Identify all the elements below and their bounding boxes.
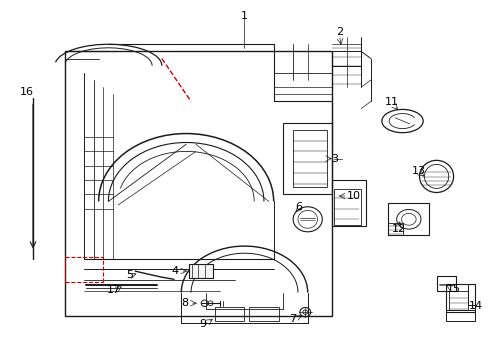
Text: 17: 17 (107, 285, 121, 295)
Text: 15: 15 (446, 284, 460, 294)
Bar (283, 123, 331, 194)
Text: 5: 5 (126, 270, 133, 280)
Text: 14: 14 (468, 301, 482, 311)
Bar (448, 291, 467, 310)
Bar (334, 189, 361, 225)
Text: 10: 10 (346, 191, 360, 201)
Bar (64, 51, 331, 316)
Text: 4: 4 (172, 266, 179, 276)
Text: 6: 6 (295, 202, 302, 212)
Bar (387, 223, 402, 235)
Bar (188, 264, 212, 278)
Bar (292, 130, 326, 187)
Bar (249, 307, 278, 321)
Text: 8: 8 (181, 298, 188, 308)
Text: 12: 12 (391, 224, 405, 234)
Text: 1: 1 (241, 12, 247, 21)
Text: 9: 9 (199, 319, 206, 329)
Bar (387, 203, 428, 235)
Bar (331, 180, 366, 226)
Bar (215, 307, 244, 321)
Text: 7: 7 (289, 314, 296, 324)
Text: 13: 13 (411, 166, 425, 176)
Text: 3: 3 (330, 154, 337, 163)
Bar (436, 276, 455, 291)
Text: 11: 11 (384, 97, 398, 107)
Text: 16: 16 (20, 87, 34, 98)
Text: 2: 2 (335, 27, 342, 37)
Bar (446, 310, 474, 321)
Bar (446, 284, 474, 312)
